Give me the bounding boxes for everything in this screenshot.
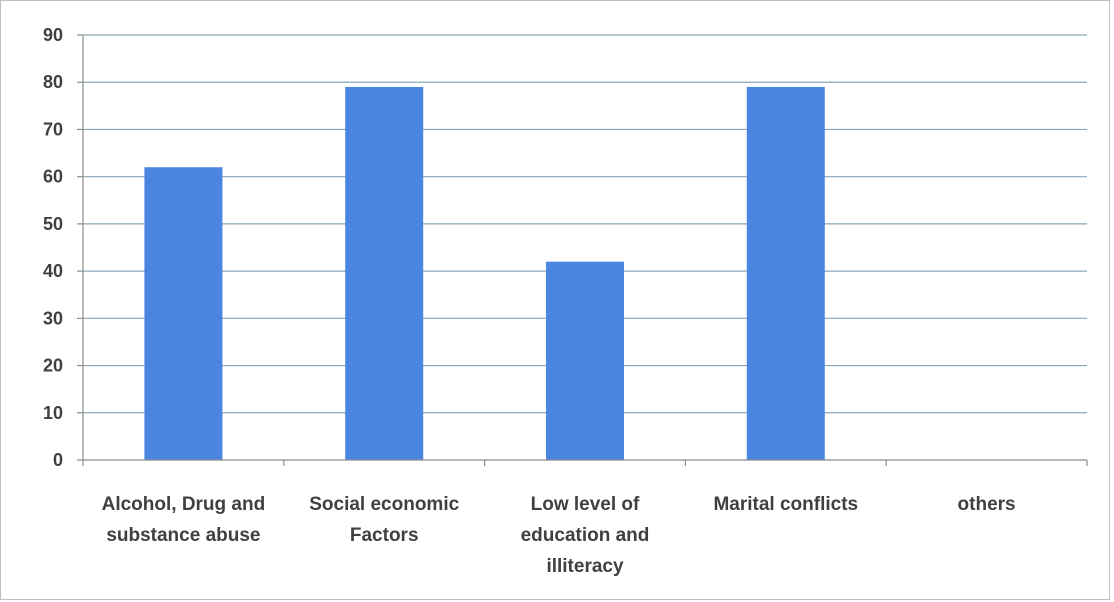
y-tick-label: 20 (43, 356, 63, 376)
bar-2 (546, 261, 624, 460)
y-tick-label: 90 (43, 25, 63, 45)
y-tick-label: 10 (43, 403, 63, 423)
x-tick-label: substance abuse (106, 525, 260, 546)
y-tick-labels: 0 10 20 30 40 50 60 70 80 90 (43, 25, 63, 470)
axes (77, 34, 1088, 466)
gridlines (83, 34, 1087, 414)
bar-0 (144, 167, 223, 460)
x-tick-label: Marital conflicts (713, 494, 858, 515)
x-tick-labels: Alcohol, Drug and substance abuse Social e… (102, 494, 1016, 577)
x-tick-label: Factors (350, 525, 419, 546)
y-tick-label: 40 (43, 261, 63, 281)
x-tick-label: Social economic (309, 494, 459, 515)
bar-3 (746, 86, 825, 460)
y-tick-label: 30 (43, 308, 63, 328)
x-tick-label: Alcohol, Drug and (102, 494, 266, 515)
bars (144, 86, 825, 460)
x-tick-label: illiteracy (546, 556, 624, 577)
x-tick-label: others (958, 494, 1016, 515)
bar-1 (345, 86, 424, 460)
y-tick-label: 60 (43, 167, 63, 187)
y-tick-label: 80 (43, 72, 63, 92)
x-tick-label: education and (521, 525, 650, 546)
y-tick-label: 70 (43, 119, 63, 139)
y-tick-label: 50 (43, 214, 63, 234)
y-tick-label: 0 (53, 450, 63, 470)
x-tick-label: Low level of (531, 494, 640, 515)
